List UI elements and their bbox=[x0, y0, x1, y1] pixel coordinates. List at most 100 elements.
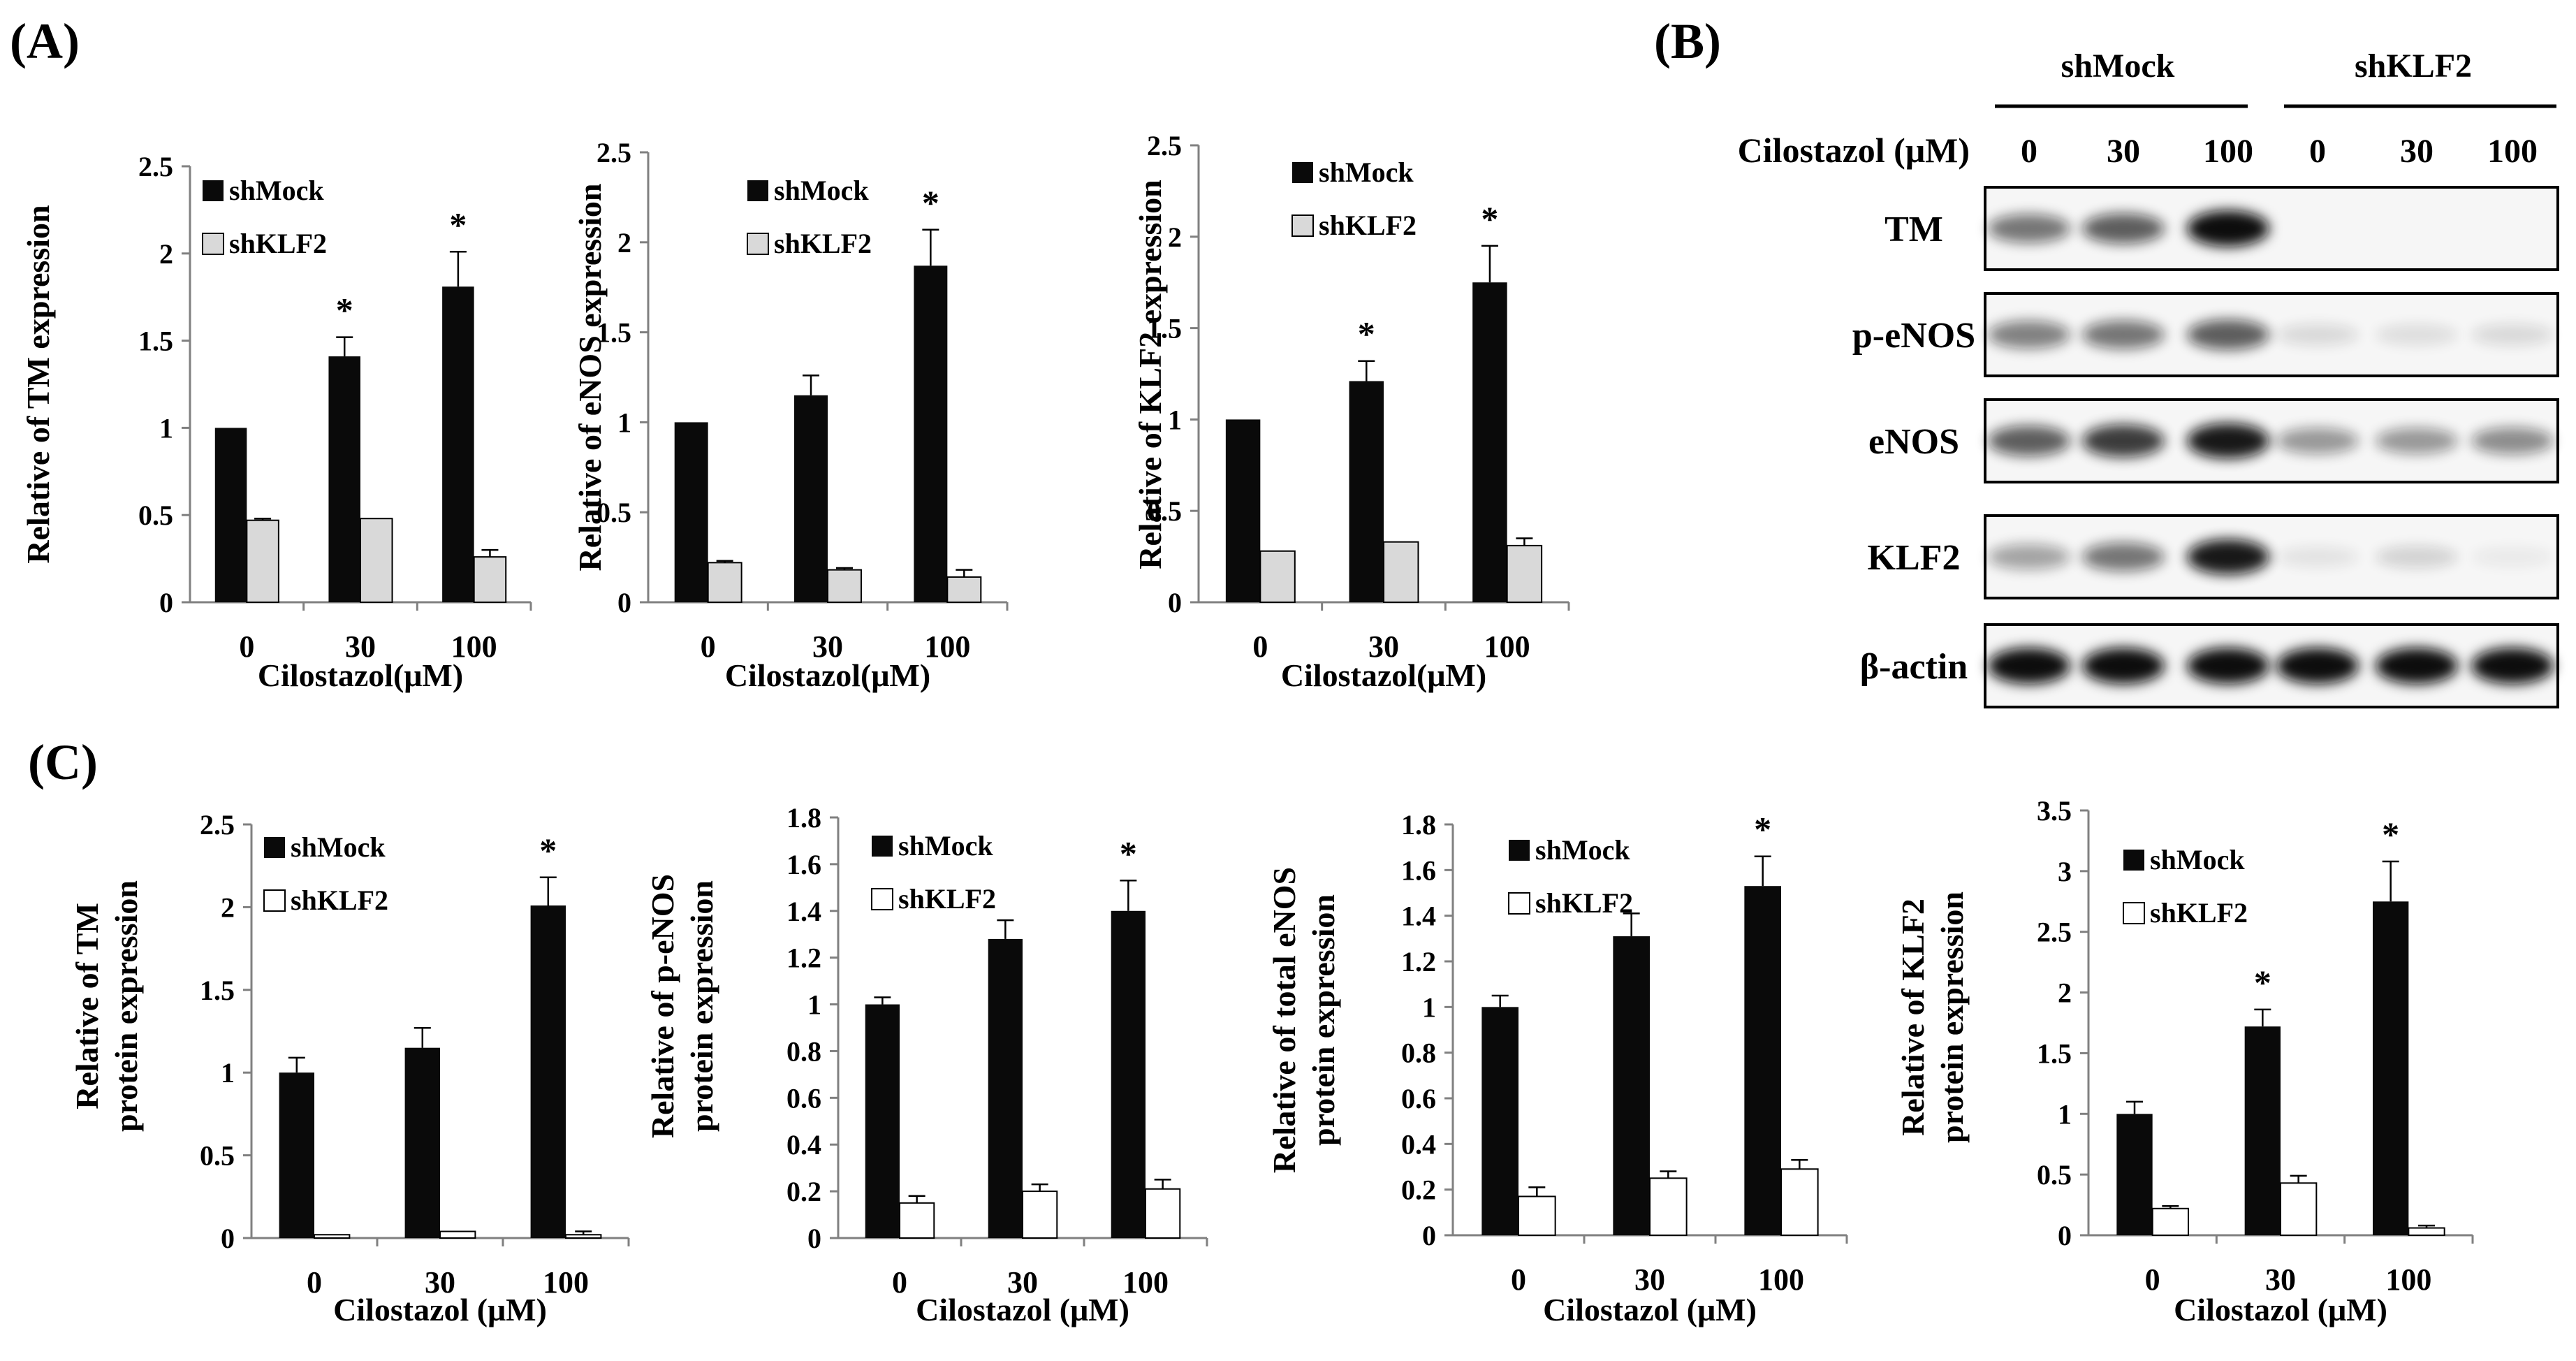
blot-membrane bbox=[1984, 186, 2559, 271]
y-tick-label: 1 bbox=[1422, 991, 1436, 1023]
legend-label-shMock: shMock bbox=[229, 175, 324, 206]
legend-swatch-shKLF2 bbox=[1291, 214, 1314, 237]
y-tick-label: 1.5 bbox=[1147, 313, 1182, 344]
blot-membrane bbox=[1984, 623, 2559, 708]
blot-row-label: eNOS bbox=[1868, 422, 1959, 462]
legend-swatch-shKLF2 bbox=[2123, 902, 2145, 924]
y-tick-label: 0 bbox=[1168, 587, 1182, 618]
chart-5: 0 0.2 0.4 0.6 0.8 1 1.2 1.4 1.6 1.8 0 30 * 100Cilosta… bbox=[645, 802, 1208, 1327]
x-tick-label: 0 bbox=[892, 1265, 907, 1300]
blot-row-label: p-eNOS bbox=[1852, 316, 1975, 356]
legend-label-shMock: shMock bbox=[1319, 157, 1414, 188]
bar-shKLF2-30 bbox=[439, 1230, 476, 1239]
y-tick-label: 0.4 bbox=[1401, 1128, 1436, 1160]
y-tick-label: 0 bbox=[807, 1223, 821, 1254]
blot-row-eNOS: eNOS bbox=[1868, 398, 2559, 483]
legend-swatch-shKLF2 bbox=[871, 888, 893, 910]
y-tick-label: 1.5 bbox=[597, 317, 631, 349]
x-tick-label: 100 bbox=[1758, 1262, 1804, 1297]
panel-label-b: (B) bbox=[1654, 13, 1721, 69]
significance-star: * bbox=[539, 831, 557, 870]
bar-shKLF2-100 bbox=[2408, 1227, 2445, 1237]
x-tick-label: 100 bbox=[1122, 1265, 1169, 1300]
dose-label: 100 bbox=[2487, 133, 2538, 170]
y-tick-label: 1.2 bbox=[786, 942, 821, 974]
bar-shMock-100 bbox=[2373, 901, 2409, 1235]
x-tick-label: 0 bbox=[701, 629, 716, 664]
bar-shMock-30 bbox=[1349, 381, 1384, 602]
y-axis-title-line: Relative of TM expression bbox=[20, 205, 56, 563]
y-axis-title-line: protein expression bbox=[684, 880, 719, 1132]
x-axis-title: Cilostazol(μM) bbox=[725, 657, 930, 693]
blot-row-TM: TM bbox=[1885, 186, 2559, 271]
y-tick-label: 0.5 bbox=[1147, 495, 1182, 527]
y-tick-label: 2 bbox=[159, 238, 173, 270]
blot-row-p-eNOS: p-eNOS bbox=[1852, 292, 2559, 377]
bar-shMock-100 bbox=[1472, 282, 1507, 602]
y-axis-title-line: Relative of KLF2 expression bbox=[1132, 180, 1168, 569]
bar-shKLF2-0 bbox=[246, 519, 279, 603]
legend-label-shMock: shMock bbox=[898, 830, 993, 861]
x-tick-label: 100 bbox=[451, 629, 497, 664]
bar-shKLF2-100 bbox=[1506, 544, 1543, 603]
blot-band bbox=[1988, 425, 2070, 456]
group-label-shmock: shMock bbox=[2061, 48, 2175, 85]
blot-row-label: KLF2 bbox=[1868, 538, 1961, 578]
bar-shKLF2-100 bbox=[1780, 1168, 1819, 1237]
y-axis-title: Relative of total eNOS protein expression bbox=[1266, 867, 1341, 1173]
y-tick-label: 0.5 bbox=[138, 500, 173, 531]
y-tick-label: 1 bbox=[159, 412, 173, 444]
y-axis-title: Relative of eNOS expression bbox=[572, 184, 608, 572]
y-tick-label: 0.4 bbox=[786, 1129, 821, 1160]
legend-label-shKLF2: shKLF2 bbox=[2150, 897, 2248, 929]
legend-swatch-shMock bbox=[747, 180, 768, 201]
blot-band bbox=[2276, 428, 2359, 454]
bar-shKLF2-0 bbox=[1259, 550, 1296, 604]
x-tick-label: 0 bbox=[1511, 1262, 1526, 1297]
y-axis-title: Relative of KLF2 expression bbox=[1132, 180, 1168, 569]
x-tick-label: 30 bbox=[1634, 1262, 1665, 1297]
blot-band bbox=[2276, 323, 2359, 346]
y-tick-label: 1.4 bbox=[1401, 901, 1436, 932]
bar-shMock-0 bbox=[1225, 419, 1261, 602]
blot-band bbox=[2376, 323, 2458, 346]
y-tick-label: 0 bbox=[617, 587, 631, 618]
x-axis-title: Cilostazol (μM) bbox=[916, 1292, 1129, 1327]
dose-label: 30 bbox=[2400, 133, 2434, 170]
y-tick-label: 2.5 bbox=[138, 151, 173, 182]
dose-label: 0 bbox=[2021, 133, 2037, 170]
y-tick-label: 1 bbox=[221, 1057, 235, 1089]
y-axis-title-line: Relative of TM bbox=[69, 903, 105, 1109]
x-tick-label: 100 bbox=[543, 1265, 589, 1300]
legend-swatch-shKLF2 bbox=[202, 233, 224, 255]
blot-membrane bbox=[1984, 292, 2559, 377]
bar-shMock-0 bbox=[214, 428, 247, 602]
y-axis-title-line: protein expression bbox=[1305, 894, 1341, 1146]
panel-label-a: (A) bbox=[10, 13, 80, 69]
y-axis-title-line: protein expression bbox=[108, 880, 144, 1132]
legend-label-shKLF2: shKLF2 bbox=[1535, 887, 1633, 919]
blot-band bbox=[2082, 213, 2165, 244]
bar-shKLF2-100 bbox=[565, 1234, 602, 1239]
y-tick-label: 0 bbox=[221, 1223, 235, 1254]
y-tick-label: 2 bbox=[617, 227, 631, 259]
y-tick-label: 1 bbox=[1168, 404, 1182, 435]
y-tick-label: 2.5 bbox=[2037, 917, 2072, 948]
y-tick-label: 2 bbox=[2058, 977, 2072, 1009]
y-axis-title: Relative of TM protein expression bbox=[69, 880, 144, 1132]
bar-shMock-30 bbox=[2244, 1026, 2281, 1235]
x-axis-title: Cilostazol (μM) bbox=[1543, 1292, 1757, 1327]
y-tick-label: 1.5 bbox=[138, 326, 173, 357]
bar-shKLF2-100 bbox=[1145, 1188, 1181, 1239]
x-tick-label: 30 bbox=[1368, 629, 1399, 664]
blot-band bbox=[2187, 319, 2269, 350]
blot-band bbox=[2082, 648, 2165, 684]
bar-shKLF2-0 bbox=[899, 1202, 935, 1239]
blot-band bbox=[2471, 323, 2554, 346]
y-tick-label: 0.8 bbox=[786, 1035, 821, 1067]
x-tick-label: 30 bbox=[812, 629, 843, 664]
x-tick-label: 30 bbox=[425, 1265, 455, 1300]
y-axis-title: Relative of p-eNOS protein expression bbox=[645, 874, 719, 1138]
